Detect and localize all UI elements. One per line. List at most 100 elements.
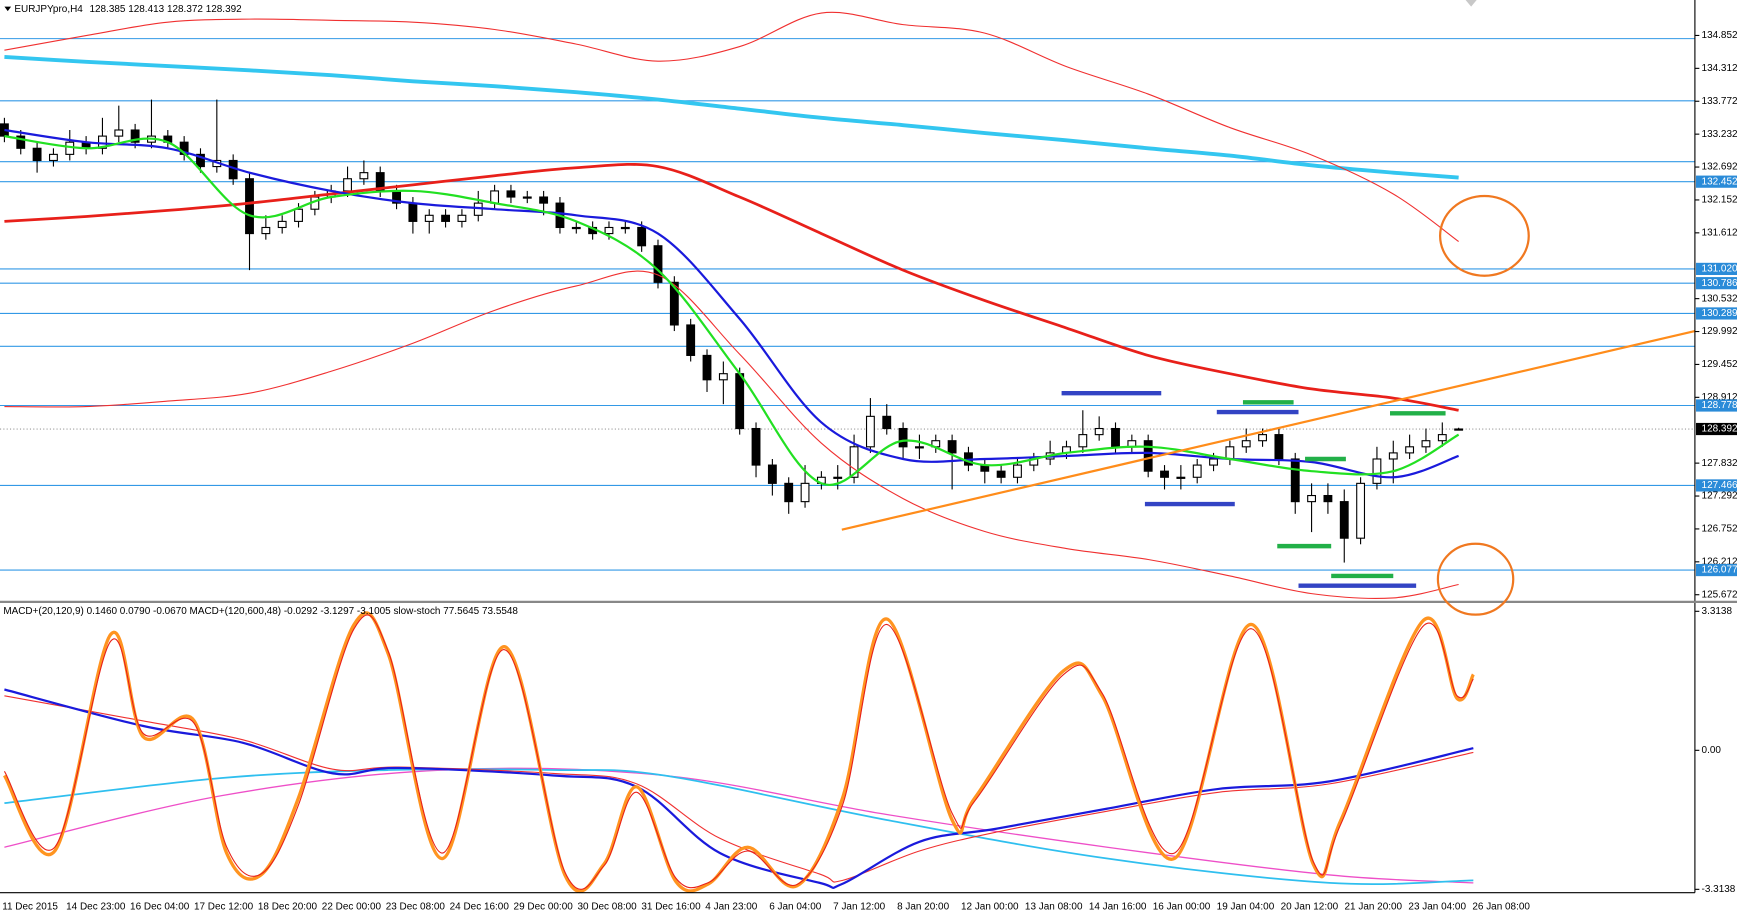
indicator-line	[4, 163, 1459, 412]
y-tick-label: -3.3138	[1702, 884, 1736, 895]
candle-body	[32, 147, 42, 162]
candle-body	[996, 470, 1006, 478]
candle-body	[16, 135, 26, 149]
candle-body	[114, 129, 124, 137]
symbol: EURJPYpro,H4	[14, 3, 83, 14]
x-tick-label: 19 Jan 04:00	[1217, 902, 1275, 913]
highlight-circle	[1436, 542, 1515, 616]
candle-body	[849, 446, 859, 478]
indicator-title: MACD+(20,120,9) 0.1460 0.0790 -0.0670 MA…	[3, 606, 518, 617]
axis-layer: 134.852 134.312 133.772 133.232 132.692 132.1…	[2, 30, 1737, 913]
candle-body	[1372, 458, 1382, 484]
candle-body	[294, 208, 303, 222]
y-tick-label: 133.772	[1702, 96, 1737, 107]
candle-body	[196, 153, 205, 168]
highlight-circle	[1439, 194, 1530, 277]
y-tick-label: 134.852	[1702, 30, 1737, 41]
level-tag	[1696, 563, 1737, 577]
x-tick-label: 6 Jan 04:00	[769, 902, 821, 913]
candle-body	[751, 427, 761, 466]
candle-body	[359, 172, 369, 180]
y-tick-label: 126.212	[1702, 556, 1737, 567]
candles-layer	[0, 99, 1464, 563]
candle-body	[277, 220, 287, 229]
candle-body	[1339, 501, 1349, 539]
candle-body	[1094, 427, 1104, 436]
candle-body	[571, 226, 581, 230]
x-tick-label: 12 Jan 00:00	[961, 902, 1019, 913]
candle-body	[800, 482, 810, 503]
level-label: 130.786	[1702, 278, 1737, 289]
candle-body	[1258, 434, 1267, 442]
candle-body	[914, 446, 924, 449]
candle-body	[1454, 428, 1464, 431]
level-label: 127.466	[1702, 480, 1737, 491]
candle-body	[539, 196, 549, 204]
trend-line	[841, 329, 1696, 531]
candle-body	[1437, 434, 1447, 442]
x-tick-label: 14 Dec 23:00	[66, 902, 126, 913]
indicator-line	[2, 611, 1475, 893]
x-tick-label: 24 Dec 16:00	[450, 902, 510, 913]
y-tick-label: 133.232	[1702, 129, 1737, 140]
indicator-line	[4, 768, 1474, 885]
y-tick-label: 129.992	[1702, 326, 1737, 337]
candle-body	[506, 190, 516, 198]
level-label: 131.020	[1702, 264, 1737, 275]
y-tick-label: 125.672	[1702, 589, 1737, 600]
y-tick-label: 3.3138	[1702, 606, 1733, 617]
level-label: 132.452	[1702, 176, 1737, 187]
candle-body	[637, 226, 647, 247]
candle-body	[261, 226, 271, 235]
y-tick-label: 132.692	[1702, 162, 1737, 173]
x-tick-label: 31 Dec 16:00	[641, 902, 701, 913]
x-tick-label: 23 Dec 08:00	[386, 902, 446, 913]
candle-body	[1192, 464, 1202, 478]
candle-body	[441, 214, 451, 222]
shift-marker[interactable]	[1465, 0, 1477, 7]
x-tick-label: 26 Jan 08:00	[1472, 902, 1530, 913]
indicator-line	[4, 54, 1459, 180]
candle-body	[1405, 446, 1415, 454]
candle-body	[522, 196, 532, 199]
candle-body	[245, 178, 254, 235]
y-tick-label: 127.832	[1702, 458, 1737, 469]
candle-body	[1160, 470, 1169, 478]
x-tick-label: 18 Dec 20:00	[258, 902, 318, 913]
candle-body	[1323, 494, 1333, 503]
x-tick-label: 11 Dec 2015	[2, 902, 58, 913]
candle-body	[1143, 440, 1153, 472]
level-tag	[1696, 175, 1737, 188]
x-tick-label: 13 Jan 08:00	[1025, 902, 1083, 913]
candle-body	[48, 153, 58, 162]
x-tick-label: 30 Dec 08:00	[577, 902, 637, 913]
candle-body	[1307, 494, 1317, 503]
candle-body	[620, 226, 630, 230]
candle-body	[833, 476, 843, 479]
current-price-tag	[1696, 422, 1737, 436]
candle-body	[1356, 482, 1366, 539]
y-tick-label: 128.912	[1702, 392, 1737, 403]
y-tick-label: 129.452	[1702, 359, 1737, 370]
candle-body	[1225, 446, 1235, 460]
current-price-label: 128.392	[1702, 424, 1737, 435]
y-tick-label: 127.292	[1702, 491, 1737, 502]
x-tick-label: 20 Jan 12:00	[1281, 902, 1339, 913]
level-tag	[1696, 307, 1737, 320]
x-tick-label: 22 Dec 00:00	[322, 902, 382, 913]
candle-body	[718, 373, 728, 381]
level-label: 128.778	[1702, 400, 1737, 411]
candle-body	[1241, 440, 1251, 448]
y-tick-label: 131.612	[1702, 227, 1737, 238]
level-label: 126.077	[1702, 565, 1737, 576]
menu-triangle[interactable]	[4, 6, 12, 12]
x-tick-label: 17 Dec 12:00	[194, 902, 254, 913]
candle-body	[408, 202, 418, 222]
candle-body	[457, 214, 467, 222]
x-tick-label: 23 Jan 04:00	[1408, 902, 1466, 913]
candle-body	[702, 354, 712, 381]
candle-body	[343, 178, 352, 192]
indicator-line	[4, 11, 1459, 242]
candle-body	[1176, 476, 1186, 479]
